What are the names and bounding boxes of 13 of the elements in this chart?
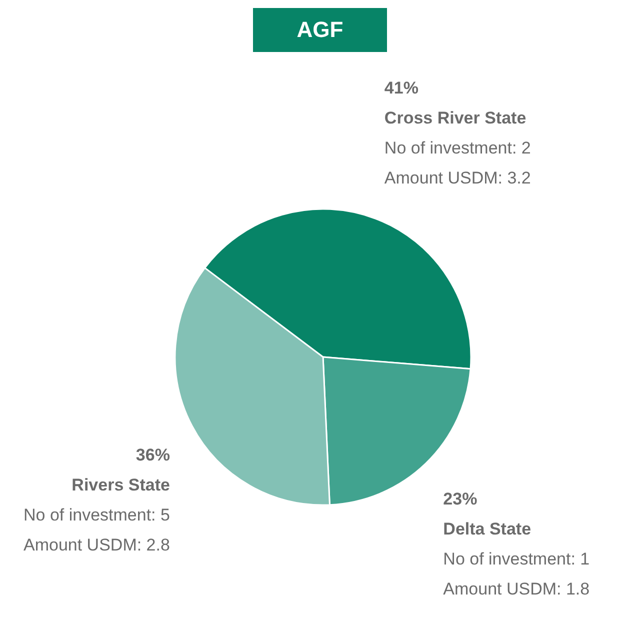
- data-label: 41%: [384, 78, 418, 98]
- slice-label: Rivers State: [72, 476, 170, 495]
- text: Amount USDM: 3.2: [384, 168, 531, 188]
- text: Amount USDM: 1.8: [443, 579, 590, 598]
- text: No of investment: 5: [24, 506, 170, 525]
- text: Amount USDM: 2.8: [24, 536, 170, 555]
- chart-title: AGF: [252, 8, 388, 52]
- data-label: 23%: [443, 489, 478, 508]
- data-label: 36%: [136, 446, 170, 465]
- text: No of investment: 1: [443, 549, 590, 568]
- text: No of investment: 2: [384, 138, 531, 158]
- slice-label: Cross River State: [384, 108, 526, 128]
- slice-label: Delta State: [443, 519, 532, 538]
